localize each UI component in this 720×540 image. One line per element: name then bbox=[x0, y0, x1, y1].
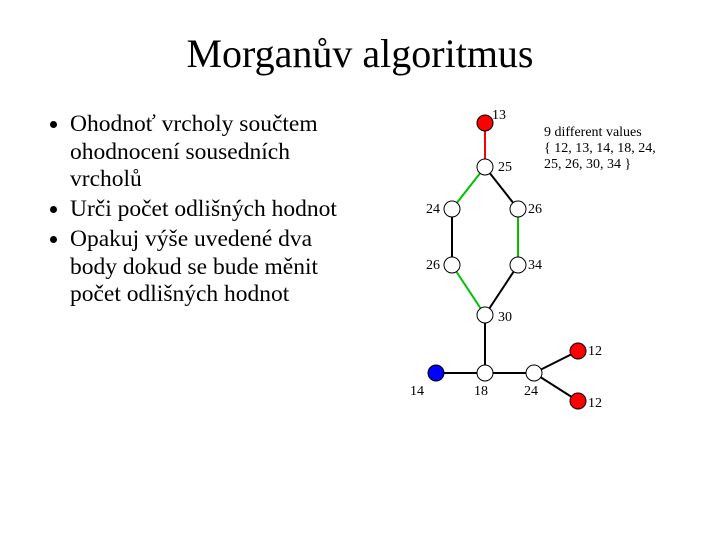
graph-node bbox=[570, 393, 586, 409]
bullet-list: Ohodnoť vrcholy součtem ohodnocení souse… bbox=[40, 105, 338, 465]
bullet-item: Opakuj výše uvedené dva body dokud se bu… bbox=[70, 226, 338, 309]
graph-node-label: 26 bbox=[528, 202, 542, 217]
bullet-item: Urči počet odlišných hodnot bbox=[70, 196, 338, 224]
graph-node bbox=[477, 159, 493, 175]
graph-node bbox=[526, 365, 542, 381]
graph-node bbox=[570, 343, 586, 359]
graph-node-label: 12 bbox=[588, 344, 602, 359]
graph-node-label: 30 bbox=[498, 310, 512, 325]
graph-edge bbox=[485, 265, 518, 315]
graph-node-label: 34 bbox=[528, 258, 542, 273]
bullet-item: Ohodnoť vrcholy součtem ohodnocení souse… bbox=[70, 111, 338, 194]
graph-node-label: 14 bbox=[410, 384, 424, 399]
graph-node bbox=[477, 365, 493, 381]
slide: Morganův algoritmus Ohodnoť vrcholy souč… bbox=[0, 0, 720, 540]
graph-edge bbox=[452, 265, 485, 315]
graph-node-label: 26 bbox=[426, 258, 440, 273]
graph-node-label: 24 bbox=[426, 202, 440, 217]
graph-node-label: 13 bbox=[492, 108, 506, 123]
values-note-line: 9 different values bbox=[544, 125, 656, 141]
values-note-line: 25, 26, 30, 34 } bbox=[544, 157, 656, 173]
graph-node-label: 24 bbox=[524, 384, 538, 399]
graph-node bbox=[444, 257, 460, 273]
values-note: 9 different values { 12, 13, 14, 18, 24,… bbox=[544, 125, 656, 173]
graph-node bbox=[510, 257, 526, 273]
slide-body: Ohodnoť vrcholy součtem ohodnocení souse… bbox=[40, 105, 680, 465]
graph-node bbox=[477, 307, 493, 323]
values-note-line: { 12, 13, 14, 18, 24, bbox=[544, 141, 656, 157]
graph-node bbox=[444, 201, 460, 217]
graph-node bbox=[477, 115, 493, 131]
graph-node bbox=[428, 365, 444, 381]
bullets-ul: Ohodnoť vrcholy součtem ohodnocení souse… bbox=[40, 111, 338, 309]
graph-node-label: 25 bbox=[498, 160, 512, 175]
diagram-panel: 13 25 24 26 26 34 30 18 14 24 12 12 9 different val… bbox=[350, 105, 680, 465]
slide-title: Morganův algoritmus bbox=[40, 30, 680, 77]
graph-node bbox=[510, 201, 526, 217]
graph-node-label: 18 bbox=[474, 384, 488, 399]
graph-node-label: 12 bbox=[588, 396, 602, 411]
